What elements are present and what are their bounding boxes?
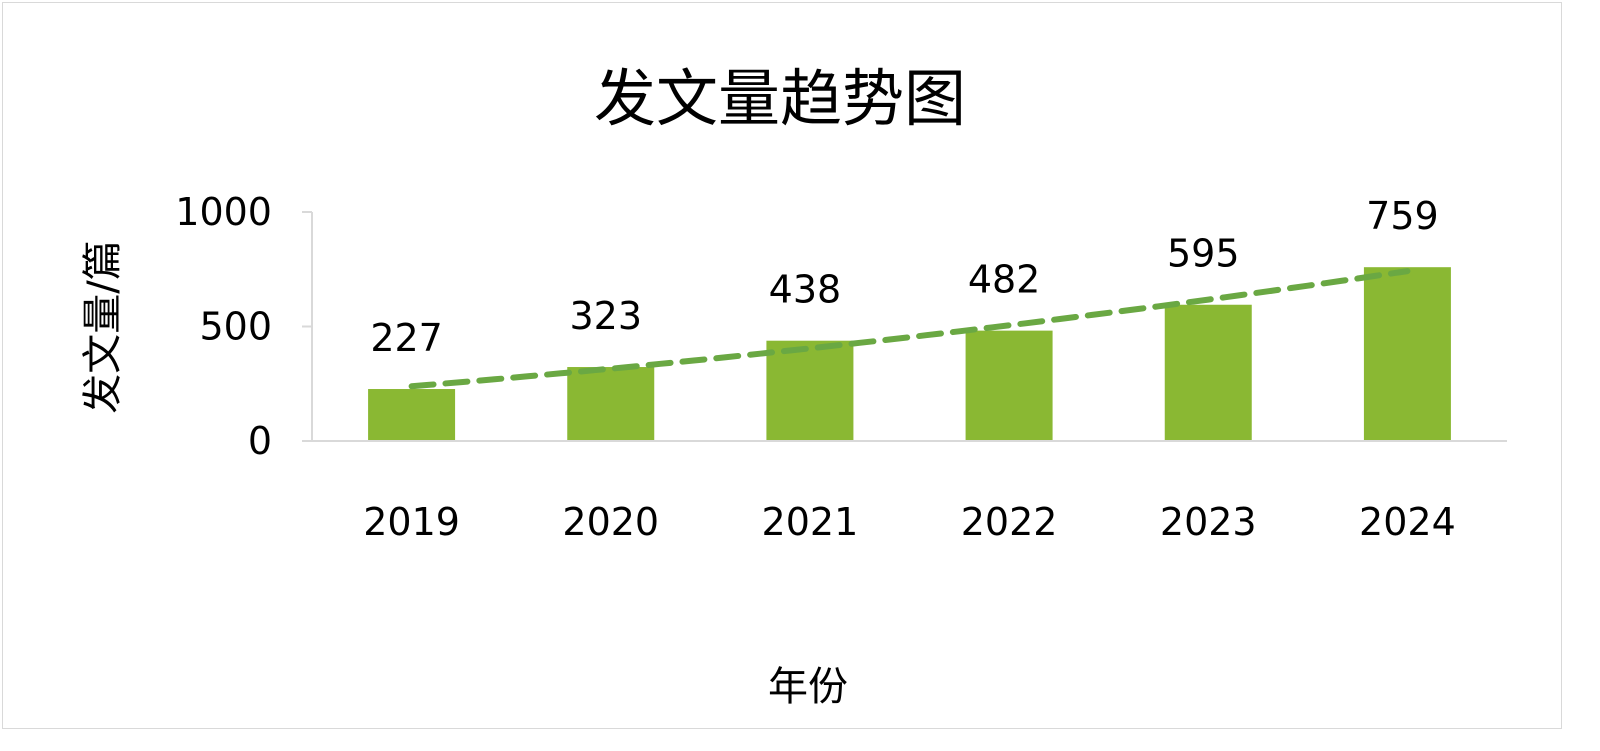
y-tick-label: 0 <box>248 419 272 463</box>
y-tick-label: 1000 <box>175 190 272 234</box>
data-label-2019: 227 <box>370 316 443 360</box>
bar-2022 <box>965 330 1053 441</box>
chart-title: 发文量趋势图 <box>594 62 966 135</box>
y-axis-title: 发文量/篇 <box>80 240 126 413</box>
x-tick-label: 2021 <box>762 500 859 544</box>
x-tick-label: 2023 <box>1160 500 1257 544</box>
bar-2023 <box>1164 304 1252 441</box>
y-tick-label: 500 <box>199 305 272 349</box>
bar-2019 <box>368 389 456 441</box>
data-label-2022: 482 <box>968 258 1041 302</box>
bar-2020 <box>567 367 655 441</box>
x-tick-label: 2022 <box>961 500 1058 544</box>
x-tick-label: 2019 <box>363 500 460 544</box>
data-labels: 227 323 438 482 595 759 <box>370 194 1438 360</box>
data-label-2023: 595 <box>1167 232 1240 276</box>
data-label-2024: 759 <box>1366 194 1439 238</box>
bars <box>368 267 1451 441</box>
x-tick-label: 2024 <box>1359 500 1456 544</box>
trendline <box>408 268 1411 390</box>
bar-2024 <box>1363 267 1451 441</box>
x-axis-title: 年份 <box>768 664 848 710</box>
data-label-2020: 323 <box>569 294 642 338</box>
y-tick-labels: 0 500 1000 <box>175 190 312 463</box>
x-tick-label: 2020 <box>562 500 659 544</box>
data-label-2021: 438 <box>769 268 842 312</box>
bar-2021 <box>766 340 854 441</box>
trendline-group <box>408 268 1411 390</box>
x-tick-labels: 2019 2020 2021 2022 2023 2024 <box>363 500 1456 544</box>
